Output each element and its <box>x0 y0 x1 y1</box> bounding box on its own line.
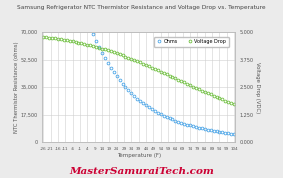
Y-axis label: NTC Thermistor Resistance (ohms): NTC Thermistor Resistance (ohms) <box>14 41 19 133</box>
Voltage Drop <box>42 36 45 38</box>
Voltage Drop <box>89 44 92 46</box>
Line: Ohms: Ohms <box>42 0 235 135</box>
Ohms <box>124 86 127 88</box>
Ohms <box>232 133 236 135</box>
Legend: Ohms, Voltage Drop: Ohms, Voltage Drop <box>154 37 229 46</box>
Voltage Drop <box>71 40 74 42</box>
Line: Voltage Drop: Voltage Drop <box>42 35 235 105</box>
Ohms <box>100 52 104 54</box>
Ohms <box>218 131 221 133</box>
Voltage Drop <box>218 97 221 99</box>
X-axis label: Temperature (F): Temperature (F) <box>117 153 161 158</box>
Voltage Drop <box>124 56 127 58</box>
Text: MasterSamuraiTech.com: MasterSamuraiTech.com <box>69 167 214 176</box>
Voltage Drop <box>100 48 104 50</box>
Voltage Drop <box>191 85 195 88</box>
Ohms <box>191 125 195 127</box>
Ohms <box>89 26 92 28</box>
Voltage Drop <box>232 103 236 105</box>
Text: Samsung Refrigerator NTC Thermistor Resistance and Voltage Drop vs. Temperature: Samsung Refrigerator NTC Thermistor Resi… <box>17 5 266 10</box>
Y-axis label: Voltage Drop (VDC): Voltage Drop (VDC) <box>255 62 260 113</box>
